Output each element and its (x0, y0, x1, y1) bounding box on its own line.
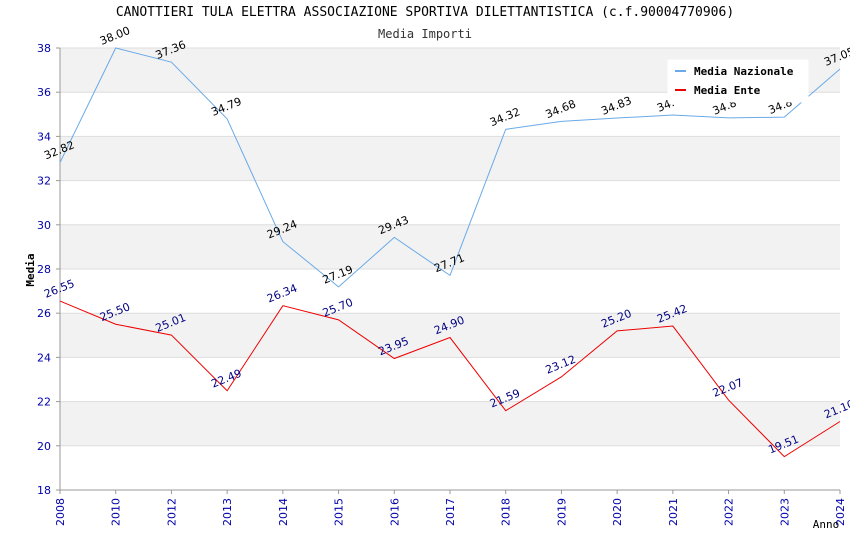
x-tick-label: 2012 (165, 498, 178, 526)
x-tick-label: 2019 (555, 498, 568, 526)
series-line-media-ente (59, 300, 841, 458)
data-label: 34.68 (544, 97, 578, 121)
gridlines (56, 47, 841, 494)
x-tick-labels: 2008 2010 2012 2013 2014 2015 2016 2017 2018 2019… (54, 498, 847, 526)
x-tick-label: 2014 (277, 498, 290, 526)
y-tick-label: 24 (37, 351, 51, 364)
axes (59, 48, 840, 491)
x-tick-label: 2015 (333, 498, 346, 526)
x-tick-label: 2023 (778, 498, 791, 526)
y-axis-label: Media (24, 253, 37, 286)
x-tick-label: 2022 (723, 498, 736, 526)
x-tick-label: 2010 (110, 498, 123, 526)
y-tick-label: 36 (37, 86, 51, 99)
x-tick-label: 2008 (54, 498, 67, 526)
legend: Media Nazionale Media Ente (667, 59, 809, 103)
x-tick-label: 2024 (834, 498, 847, 526)
legend-label: Media Nazionale (694, 65, 794, 78)
x-tick-label: 2016 (388, 498, 401, 526)
series-line-media-nazionale (59, 47, 841, 288)
chart-subtitle: Media Importi (378, 27, 472, 41)
x-axis-label: Anno (813, 518, 840, 531)
data-label: 22.07 (711, 376, 745, 400)
plot-background-bands (60, 48, 840, 446)
data-label: 26.34 (265, 282, 299, 306)
y-tick-label: 20 (37, 440, 51, 453)
plot-band (60, 401, 840, 446)
legend-label: Media Ente (694, 84, 761, 97)
legend-box (667, 59, 809, 103)
plot-band (60, 313, 840, 358)
y-tick-labels: 18 20 22 24 26 28 30 32 34 36 38 (37, 42, 51, 497)
y-tick-label: 26 (37, 307, 51, 320)
y-tick-label: 32 (37, 175, 51, 188)
x-tick-label: 2021 (667, 498, 680, 526)
chart-title: CANOTTIERI TULA ELETTRA ASSOCIAZIONE SPO… (115, 5, 735, 20)
data-label: 22.49 (209, 367, 243, 391)
y-tick-label: 28 (37, 263, 51, 276)
plot-band (60, 136, 840, 181)
data-label: 34.83 (599, 94, 633, 118)
y-tick-label: 18 (37, 484, 51, 497)
data-label: 34.32 (488, 105, 522, 129)
data-label: 26.55 (42, 277, 76, 301)
y-tick-label: 38 (37, 42, 51, 55)
data-label: 34.79 (209, 95, 243, 119)
y-tick-label: 34 (37, 130, 51, 143)
x-tick-label: 2020 (611, 498, 624, 526)
y-tick-label: 22 (37, 396, 51, 409)
x-tick-label: 2013 (221, 498, 234, 526)
y-tick-label: 30 (37, 219, 51, 232)
x-tick-label: 2018 (500, 498, 513, 526)
x-tick-label: 2017 (444, 498, 457, 526)
series-lines (59, 47, 841, 458)
plot-band (60, 224, 840, 269)
data-label: 38.00 (98, 24, 132, 48)
